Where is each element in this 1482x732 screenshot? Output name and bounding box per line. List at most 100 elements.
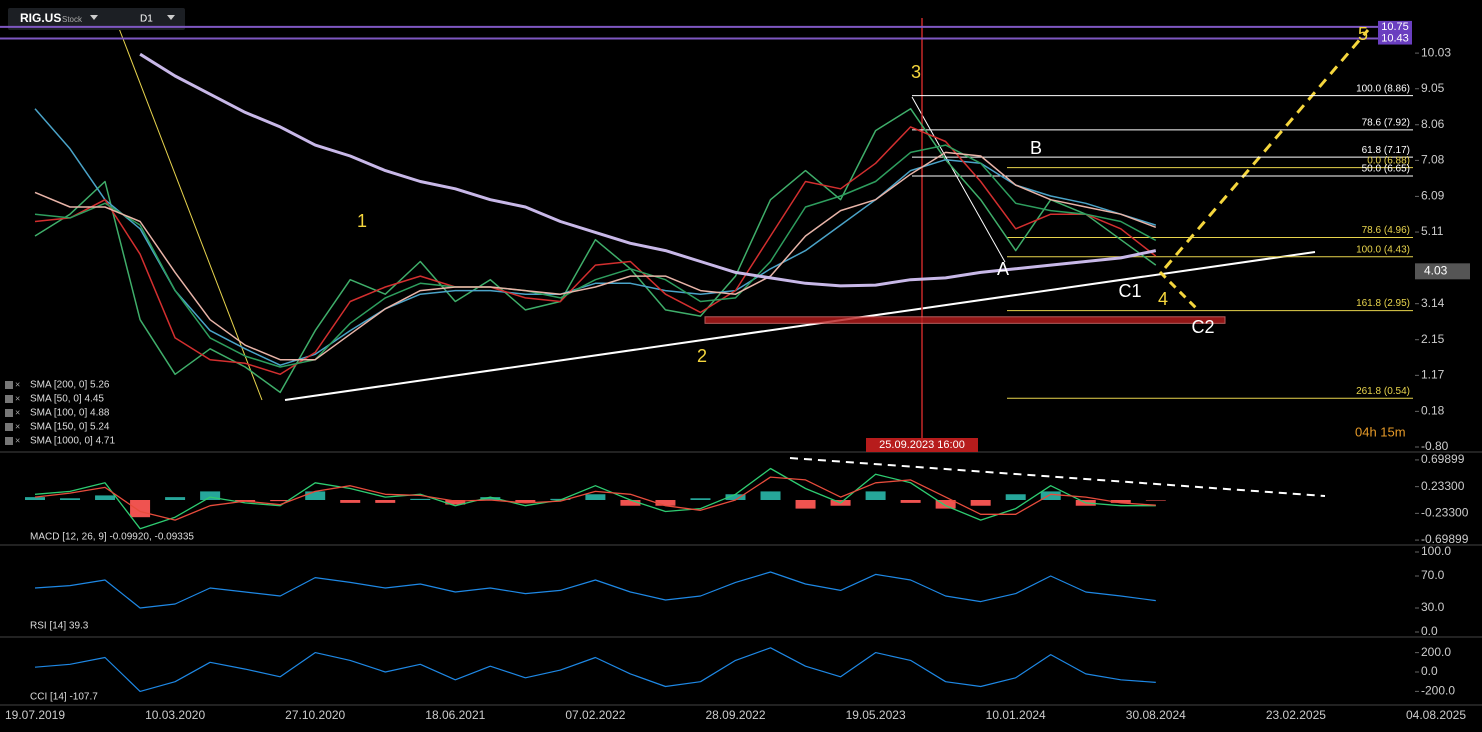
histogram-bar [410, 498, 431, 500]
time-marker-label-bg [866, 438, 978, 452]
histogram-bar [725, 494, 746, 500]
trendline [911, 96, 1006, 263]
legend-close: × [15, 379, 20, 389]
x-tick-label: 27.10.2020 [285, 708, 345, 722]
fib-label: 0.0 (6.88) [1367, 155, 1410, 166]
histogram-bar [200, 491, 221, 500]
histogram-bar [270, 500, 291, 502]
last-price: 4.03 [1424, 263, 1448, 277]
y-tick-label: 0.18 [1421, 404, 1445, 418]
indicator-legend: CCI [14] -107.7 [30, 692, 98, 703]
series-line [34, 571, 1156, 609]
wave-label: 5 [1358, 24, 1368, 44]
x-tick-label: 18.06.2021 [425, 708, 485, 722]
histogram-bar [935, 500, 956, 509]
y-tick-label: 10.03 [1421, 45, 1451, 59]
y-tick-label: 2.15 [1421, 332, 1445, 346]
legend-close: × [15, 393, 20, 403]
y-tick-label: -0.69899 [1421, 532, 1469, 546]
fib-label: 161.8 (2.95) [1356, 298, 1410, 309]
legend-icon [5, 423, 13, 431]
y-tick-label: 9.05 [1421, 81, 1445, 95]
legend-icon [5, 409, 13, 417]
histogram-bar [655, 500, 676, 506]
y-tick-label: 3.14 [1421, 296, 1445, 310]
x-tick-label: 04.08.2025 [1406, 708, 1466, 722]
histogram-bar [620, 500, 641, 506]
histogram-bar [760, 491, 781, 500]
support-zone [704, 316, 1226, 324]
instrument-kind: Stock [62, 15, 83, 24]
wave-label: B [1030, 138, 1042, 158]
last-price-badge [1415, 263, 1470, 280]
fib-label: 100.0 (8.86) [1356, 83, 1410, 94]
dropdown-arrow[interactable] [167, 15, 175, 20]
histogram-bar [1040, 491, 1061, 500]
histogram-bar [1110, 500, 1131, 503]
legend-entry: SMA [150, 0] 5.24 [30, 422, 110, 433]
wave-label: C2 [1191, 317, 1214, 337]
fib-label: 100.0 (4.43) [1356, 244, 1410, 255]
wave-label: C1 [1118, 281, 1141, 301]
x-tick-label: 23.02.2025 [1266, 708, 1326, 722]
drawings [114, 17, 1370, 497]
y-tick-label: 30.0 [1421, 600, 1445, 614]
wave-label: 4 [1158, 289, 1168, 309]
projection [1163, 29, 1370, 269]
y-tick-label: 0.23300 [1421, 479, 1465, 493]
series-line [34, 647, 1156, 692]
y-tick-label: 0.69899 [1421, 452, 1465, 466]
projection [1158, 270, 1198, 310]
timeframe[interactable]: D1 [140, 14, 153, 25]
price-level-label: 10.75 [1381, 21, 1409, 33]
fib-label: 261.8 (0.54) [1356, 386, 1410, 397]
x-tick-label: 10.03.2020 [145, 708, 205, 722]
indicator-legend: RSI [14] 39.3 [30, 621, 89, 632]
symbol[interactable]: RIG.US [20, 11, 61, 25]
y-tick-label: 0.0 [1421, 624, 1438, 638]
histogram-bar [900, 500, 921, 503]
legend-close: × [15, 407, 20, 417]
fib-label: 78.6 (4.96) [1362, 225, 1410, 236]
fib-label: 61.8 (7.17) [1362, 145, 1410, 156]
legend-icon [5, 381, 13, 389]
wave-label: 3 [911, 62, 921, 82]
series-line [34, 126, 1157, 376]
series-line [34, 107, 1157, 394]
y-tick-label: 7.08 [1421, 153, 1445, 167]
series-line [34, 151, 1157, 361]
histogram-bar [480, 497, 501, 500]
histogram-bar [1145, 500, 1166, 501]
x-tick-label: 19.07.2019 [5, 708, 65, 722]
y-tick-label: 6.09 [1421, 189, 1445, 203]
histogram-bar [375, 500, 396, 503]
dropdown-arrow[interactable] [90, 15, 98, 20]
y-tick-label: -0.23300 [1421, 506, 1469, 520]
histogram-bar [130, 500, 151, 518]
toolbar [8, 8, 185, 30]
histogram-bar [795, 500, 816, 509]
trendline [114, 17, 263, 401]
series-line [139, 52, 1157, 288]
histogram-bar [165, 497, 186, 500]
macd-trendline [789, 457, 1326, 497]
wave-label: 1 [357, 211, 367, 231]
legend-entry: SMA [1000, 0] 4.71 [30, 436, 115, 447]
legend-icon [5, 437, 13, 445]
legend-icon [5, 395, 13, 403]
indicator-legend: MACD [12, 26, 9] -0.09920, -0.09335 [30, 532, 194, 543]
histogram-bar [585, 494, 606, 500]
y-tick-label: -0.80 [1421, 439, 1449, 453]
histogram-bar [340, 500, 361, 503]
price-level-label: 10.43 [1381, 32, 1409, 44]
y-tick-label: 200.0 [1421, 645, 1451, 659]
x-tick-label: 28.09.2022 [705, 708, 765, 722]
histogram-bar [95, 495, 116, 500]
y-tick-label: 70.0 [1421, 568, 1445, 582]
histogram-bar [865, 491, 886, 500]
legend-close: × [15, 435, 20, 445]
y-tick-label: 100.0 [1421, 544, 1451, 558]
legend-entry: SMA [100, 0] 4.88 [30, 408, 110, 419]
histogram-bar [970, 500, 991, 506]
